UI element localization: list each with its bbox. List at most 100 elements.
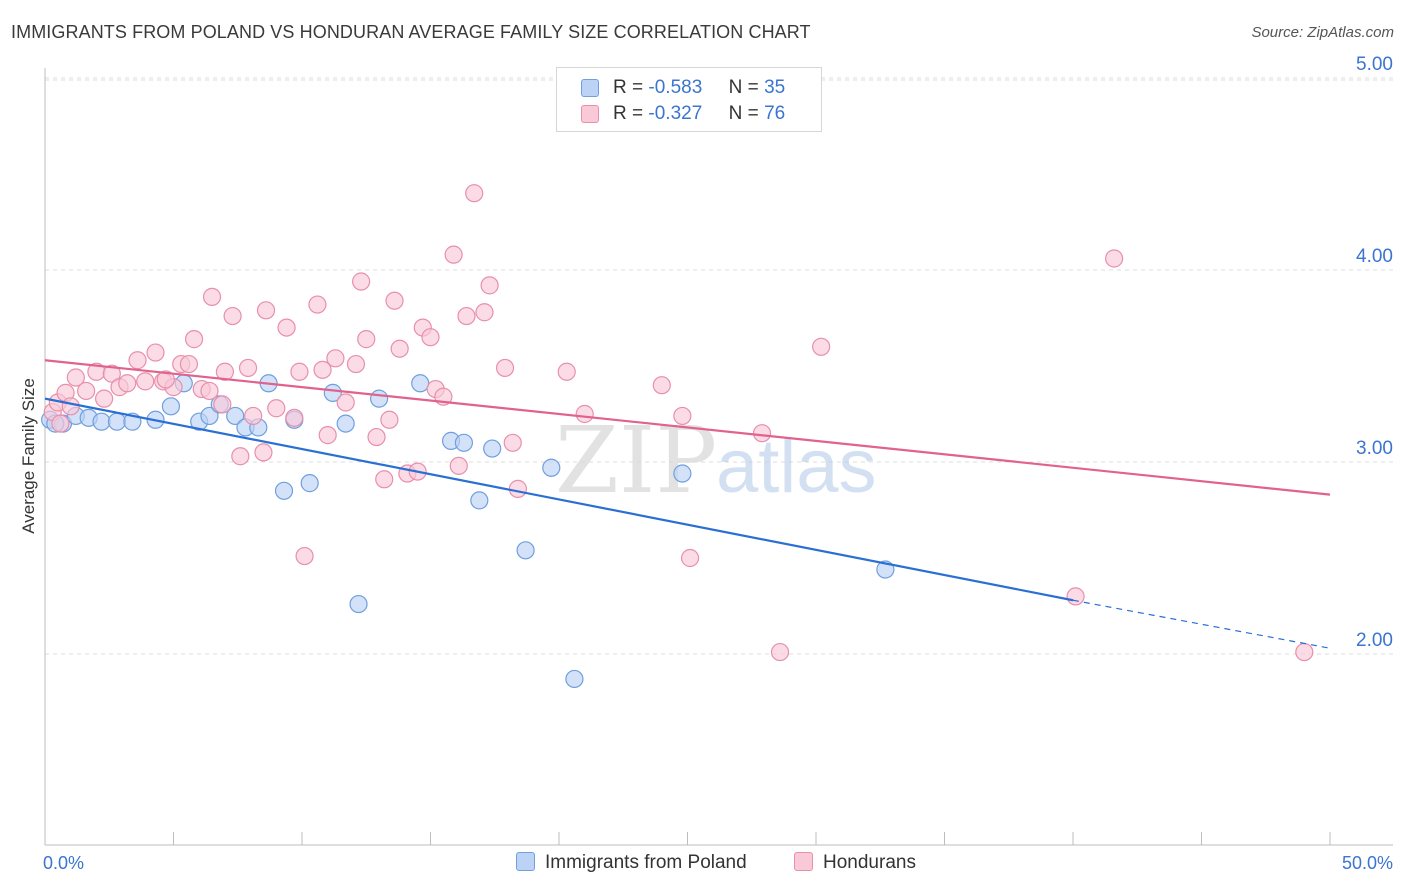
poland-point <box>92 412 111 431</box>
hondurans-point <box>61 397 80 416</box>
trend-lines <box>44 359 1331 649</box>
hondurans-point <box>308 295 327 314</box>
hondurans-point <box>128 351 147 370</box>
y-axis-label: Average Family Size <box>19 378 38 534</box>
hondurans-point <box>77 381 96 401</box>
hondurans-point <box>95 389 114 408</box>
x-tick-label-left: 0.0% <box>43 853 84 873</box>
hondurans-point <box>238 358 258 378</box>
hondurans-point <box>146 343 165 362</box>
trend-line-poland <box>44 397 1074 602</box>
y-tick-label: 2.00 <box>1356 630 1393 651</box>
hondurans-point <box>503 433 522 452</box>
hondurans-point <box>267 399 286 418</box>
poland-point <box>411 374 430 393</box>
hondurans-point <box>326 349 345 368</box>
y-tick-label: 3.00 <box>1356 438 1393 459</box>
poland-point <box>323 383 342 402</box>
hondurans-point <box>673 406 692 426</box>
hondurans-point <box>421 328 440 347</box>
y-tick-label: 5.00 <box>1356 54 1393 75</box>
poland-point <box>370 389 389 408</box>
hondurans-point <box>231 447 250 466</box>
hondurans-point <box>680 548 700 568</box>
poland-point <box>200 406 219 426</box>
hondurans-point <box>318 426 337 445</box>
hondurans-point <box>184 330 204 349</box>
hondurans-point <box>352 272 371 291</box>
series-hondurans-points <box>43 184 1314 662</box>
hondurans-point <box>336 393 355 412</box>
hondurans-point <box>295 546 314 566</box>
bottom-legend-hondurans: Hondurans <box>794 852 916 874</box>
trend-line-poland-extension <box>1072 599 1331 649</box>
x-tick-label-right: 50.0% <box>1342 853 1393 873</box>
axes <box>44 68 1393 846</box>
hondurans-point <box>390 339 409 358</box>
tick-labels: 2.00 3.00 4.00 5.00 <box>1356 54 1393 651</box>
poland-point <box>274 481 294 500</box>
watermark-atlas: atlas <box>716 424 877 509</box>
hondurans-point <box>51 414 70 433</box>
hondurans-point <box>202 287 222 306</box>
hondurans-point <box>277 318 296 337</box>
hondurans-point <box>475 303 494 322</box>
hondurans-point <box>244 406 263 426</box>
hondurans-point <box>557 362 576 381</box>
hondurans-point <box>179 354 199 374</box>
trend-line-hondurans <box>44 359 1331 496</box>
series-poland-points <box>41 374 895 689</box>
hondurans-point <box>1105 249 1124 268</box>
poland-point <box>542 458 561 477</box>
poland-point <box>483 439 502 458</box>
hondurans-point <box>213 395 232 414</box>
hondurans-point <box>66 368 85 387</box>
hondurans-point <box>215 362 234 381</box>
hondurans-point <box>156 370 175 389</box>
hondurans-point <box>118 374 137 393</box>
hondurans-point <box>367 427 386 447</box>
legend-n-label: N = <box>728 103 759 124</box>
poland-point <box>300 474 319 493</box>
hondurans-point <box>465 184 484 203</box>
hondurans-point <box>313 360 332 379</box>
hondurans-point <box>375 470 394 489</box>
hondurans-point <box>385 291 404 310</box>
hondurans-point <box>256 301 276 320</box>
hondurans-point <box>508 479 527 498</box>
poland-point <box>107 412 127 431</box>
y-tick-label: 4.00 <box>1356 246 1393 267</box>
hondurans-point <box>480 276 499 295</box>
legend-r-label: R = <box>613 103 644 124</box>
poland-point <box>516 541 535 560</box>
bottom-legend-label-hondurans: Hondurans <box>823 852 916 873</box>
poland-point <box>336 414 355 433</box>
hondurans-point <box>380 410 399 429</box>
hondurans-point <box>285 408 304 427</box>
hondurans-point <box>575 404 594 424</box>
bottom-legend-swatch-poland <box>516 852 535 871</box>
legend-swatch-hondurans <box>581 105 599 123</box>
legend-hondurans-r: -0.327 <box>648 103 703 124</box>
hondurans-point <box>1295 642 1314 662</box>
hondurans-point <box>102 364 121 383</box>
hondurans-point <box>346 354 366 374</box>
hondurans-point <box>290 362 309 381</box>
legend-poland-n: 35 <box>764 77 786 98</box>
poland-point <box>470 491 489 510</box>
poland-point <box>565 669 584 689</box>
legend-r-label: R = <box>613 77 644 98</box>
hondurans-point <box>223 306 242 326</box>
stats-legend: R = -0.583 N = 35 R = -0.327 N = 76 <box>556 67 822 132</box>
hondurans-point <box>444 245 463 264</box>
watermark-zip: ZIP <box>555 407 717 514</box>
source-label: Source: ZipAtlas.com <box>1251 24 1394 41</box>
hondurans-point <box>652 376 671 395</box>
hondurans-point <box>752 424 772 443</box>
poland-point <box>161 397 181 416</box>
legend-swatch-poland <box>581 79 599 97</box>
hondurans-point <box>200 381 219 401</box>
poland-point <box>226 406 245 426</box>
legend-hondurans-n: 76 <box>764 103 786 124</box>
